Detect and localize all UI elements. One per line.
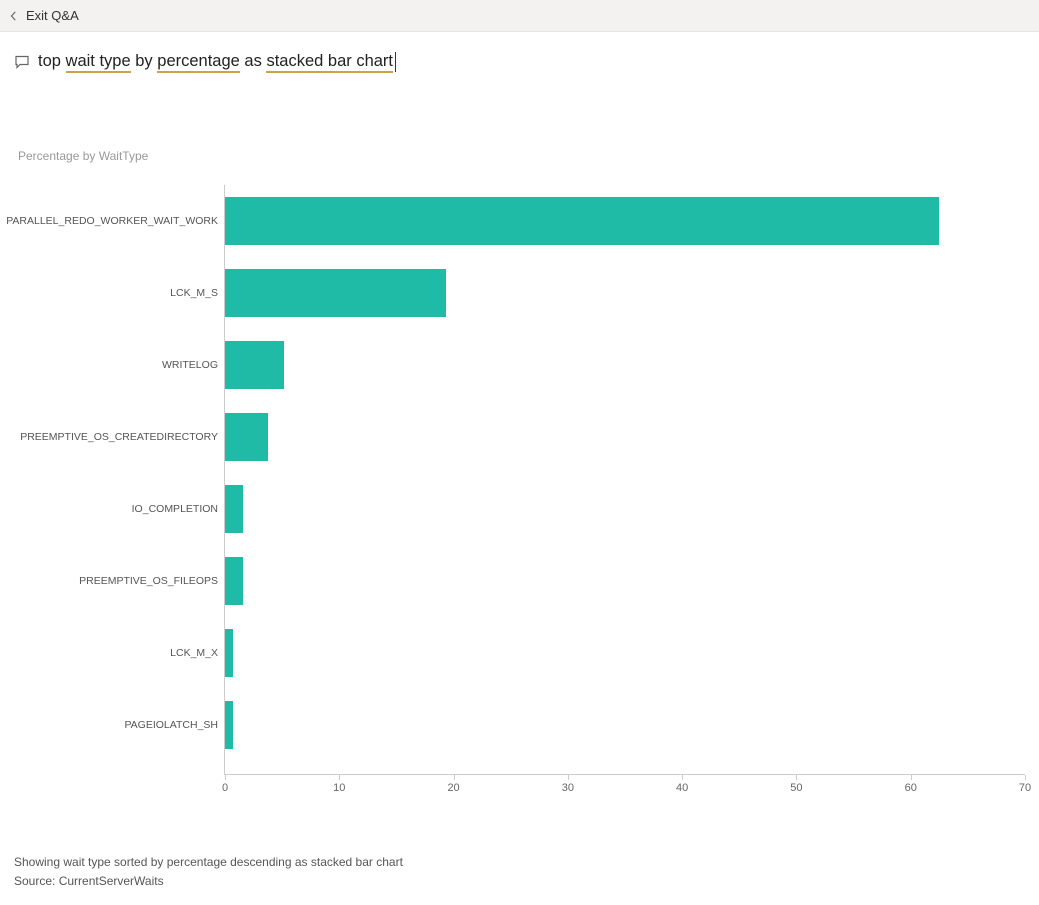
y-axis-label: WRITELOG: [162, 359, 218, 371]
x-axis-tick: [796, 775, 797, 780]
chart-bar[interactable]: [225, 557, 243, 605]
chart-bar[interactable]: [225, 485, 243, 533]
chart-bar[interactable]: [225, 341, 284, 389]
footer-line-1: Showing wait type sorted by percentage d…: [14, 853, 403, 872]
x-axis-label: 30: [562, 782, 574, 794]
chart-bar[interactable]: [225, 413, 268, 461]
chart-bar[interactable]: [225, 269, 446, 317]
footer-line-2: Source: CurrentServerWaits: [14, 872, 403, 891]
chart-bar[interactable]: [225, 629, 233, 677]
x-axis-tick: [225, 775, 226, 780]
y-axis-label: LCK_M_S: [170, 287, 218, 299]
header-bar: Exit Q&A: [0, 0, 1039, 32]
query-term-wait-type: wait type: [66, 52, 131, 73]
x-axis-label: 40: [676, 782, 688, 794]
chart-bar[interactable]: [225, 197, 939, 245]
x-axis-tick: [911, 775, 912, 780]
x-axis-label: 50: [790, 782, 802, 794]
y-axis-label: PREEMPTIVE_OS_CREATEDIRECTORY: [20, 431, 218, 443]
x-axis-label: 10: [333, 782, 345, 794]
x-axis-tick: [339, 775, 340, 780]
query-mid-2: as: [240, 52, 267, 70]
text-cursor: [395, 52, 396, 72]
chart-body: PARALLEL_REDO_WORKER_WAIT_WORKLCK_M_SWRI…: [14, 185, 1025, 775]
chart-title: Percentage by WaitType: [18, 149, 1025, 163]
chart-plot: 010203040506070: [224, 185, 1025, 775]
query-term-chart-type: stacked bar chart: [266, 52, 393, 73]
x-axis-tick: [568, 775, 569, 780]
x-axis-tick: [682, 775, 683, 780]
y-axis-labels: PARALLEL_REDO_WORKER_WAIT_WORKLCK_M_SWRI…: [14, 185, 224, 775]
chart-area: Percentage by WaitType PARALLEL_REDO_WOR…: [0, 149, 1039, 775]
speech-bubble-icon: [14, 54, 30, 70]
back-chevron-icon[interactable]: [8, 10, 20, 22]
x-axis-label: 60: [905, 782, 917, 794]
x-axis-tick: [1025, 775, 1026, 780]
y-axis-label: LCK_M_X: [170, 647, 218, 659]
x-axis: 010203040506070: [225, 774, 1025, 775]
y-axis-label: IO_COMPLETION: [132, 503, 218, 515]
y-axis-label: PAGEIOLATCH_SH: [124, 719, 218, 731]
chart-bar[interactable]: [225, 701, 233, 749]
x-axis-tick: [454, 775, 455, 780]
result-description: Showing wait type sorted by percentage d…: [14, 853, 403, 891]
exit-qa-link[interactable]: Exit Q&A: [26, 8, 79, 23]
qa-query-row[interactable]: top wait type by percentage as stacked b…: [0, 32, 1039, 79]
x-axis-label: 0: [222, 782, 228, 794]
plot-inner: [225, 185, 1025, 775]
x-axis-label: 70: [1019, 782, 1031, 794]
query-mid-1: by: [131, 52, 158, 70]
y-axis-label: PARALLEL_REDO_WORKER_WAIT_WORK: [6, 215, 218, 227]
x-axis-label: 20: [447, 782, 459, 794]
y-axis-label: PREEMPTIVE_OS_FILEOPS: [79, 575, 218, 587]
qa-query-text: top wait type by percentage as stacked b…: [38, 50, 396, 73]
query-prefix: top: [38, 52, 66, 70]
query-term-percentage: percentage: [157, 52, 240, 73]
